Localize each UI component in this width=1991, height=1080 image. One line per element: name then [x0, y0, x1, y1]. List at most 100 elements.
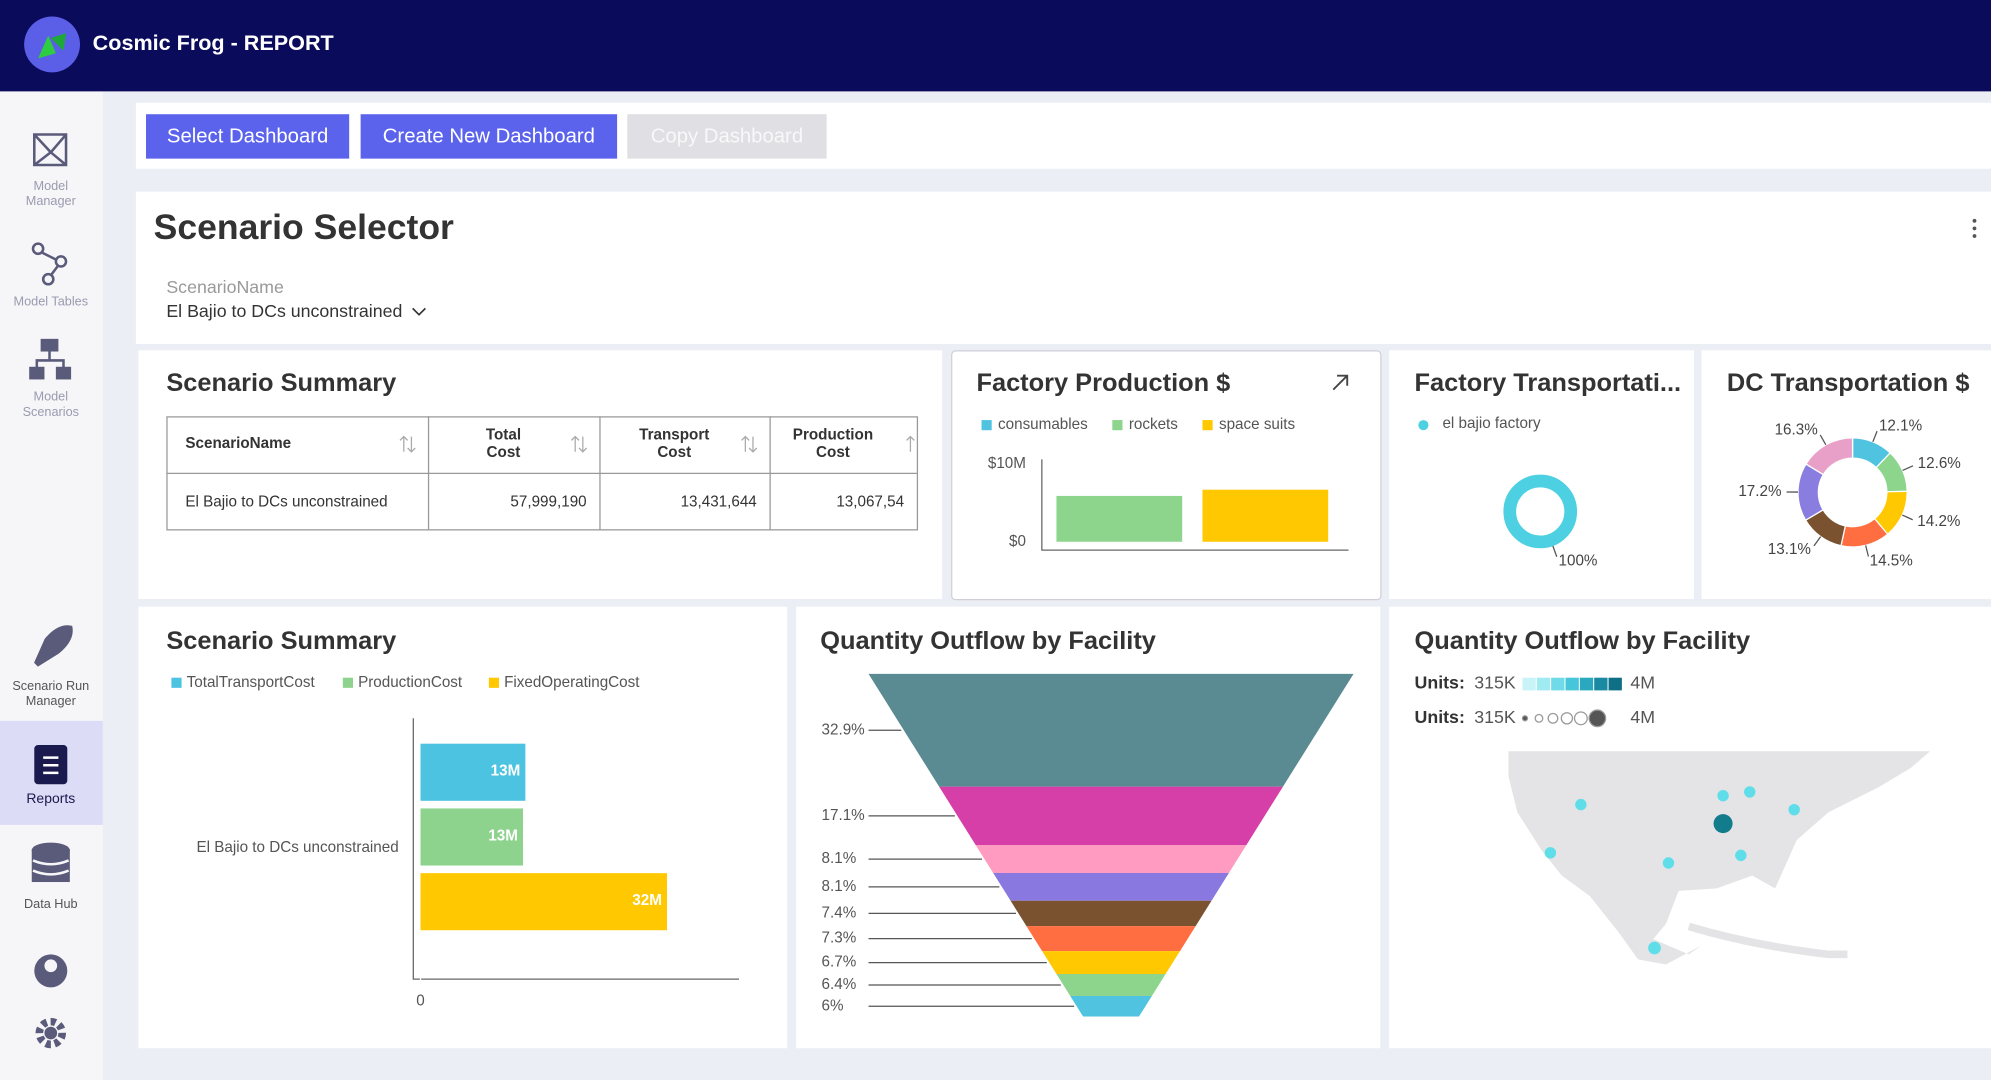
card-title: Scenario Summary	[166, 369, 396, 397]
table-cell: 13,431,644	[681, 494, 758, 511]
button-label: Copy Dashboard	[651, 125, 803, 147]
column-header[interactable]: Cost	[657, 444, 691, 461]
bar	[1056, 495, 1183, 542]
column-header[interactable]: Cost	[487, 444, 521, 461]
map-points	[1544, 786, 1800, 955]
nav-label[interactable]: Model	[34, 390, 69, 404]
y-tick-label: El Bajio to DCs unconstrained	[196, 839, 398, 856]
legend-min: 315K	[1474, 707, 1516, 727]
logo-mark	[50, 32, 67, 51]
data-label: 13M	[488, 827, 518, 844]
leader-line	[1552, 545, 1558, 557]
legend-label: space suits	[1219, 416, 1296, 433]
card	[1701, 350, 1991, 600]
card-title: Factory Production $	[976, 369, 1230, 397]
column-header[interactable]: ScenarioName	[185, 435, 291, 452]
nav-label[interactable]: Model	[34, 179, 69, 193]
legend-swatch	[1565, 677, 1579, 691]
leader-line	[1902, 514, 1913, 521]
data-label: 7.3%	[822, 930, 857, 947]
legend-swatch	[1536, 677, 1551, 691]
data-label: 14.2%	[1917, 513, 1960, 530]
nav-label[interactable]: Manager	[26, 694, 77, 708]
legend-swatch	[1551, 677, 1565, 691]
funnel-segment	[1042, 951, 1180, 975]
data-label: 6.7%	[822, 954, 857, 971]
bar	[420, 743, 526, 801]
data-label: 12.1%	[1879, 417, 1922, 434]
sort-icon[interactable]	[741, 435, 758, 453]
donut-slice	[1805, 437, 1854, 476]
nav-label[interactable]: Model Tables	[14, 294, 89, 308]
leader-line	[1819, 434, 1827, 446]
column-header[interactable]: Total	[486, 426, 521, 443]
button-label[interactable]: Select Dashboard	[167, 125, 328, 147]
legend-label: el bajio factory	[1442, 415, 1541, 432]
legend-swatch	[1522, 677, 1536, 691]
funnel-segment	[868, 673, 1354, 787]
funnel-segment	[1056, 974, 1166, 996]
nav-label[interactable]: Scenario Run	[12, 679, 89, 693]
legend-swatch	[488, 677, 500, 688]
card-title: Factory Transportati...	[1415, 369, 1682, 397]
legend-min: 315K	[1474, 673, 1516, 693]
table-cell: 13,067,54	[836, 494, 904, 511]
dropdown-chevron[interactable]	[412, 307, 426, 316]
legend-swatch	[1547, 712, 1559, 724]
map-islands	[1687, 922, 1848, 959]
leader-line	[1813, 536, 1822, 547]
button[interactable]	[146, 114, 350, 159]
column-header[interactable]: Cost	[816, 444, 850, 461]
app-title: Cosmic Frog - REPORT	[93, 30, 334, 55]
legend-swatch	[1560, 712, 1574, 725]
dropdown[interactable]: El Bajio to DCs unconstrained	[166, 301, 402, 321]
donut-ring	[1503, 474, 1578, 549]
axis	[412, 718, 740, 980]
column-header[interactable]: Production	[793, 426, 873, 443]
data-label: 17.1%	[822, 807, 865, 824]
data-label: 8.1%	[822, 850, 857, 867]
selector-panel	[135, 191, 1991, 344]
button-label[interactable]: Create New Dashboard	[383, 125, 595, 147]
y-tick-label: $10M	[988, 455, 1026, 472]
kebab-menu[interactable]	[1972, 218, 1977, 238]
card-title: Quantity Outflow by Facility	[820, 627, 1156, 655]
header-bar	[0, 0, 1991, 92]
bar	[1202, 489, 1329, 542]
legend-swatch	[171, 677, 182, 688]
legend-title: Units:	[1415, 707, 1465, 727]
table-cell: El Bajio to DCs unconstrained	[185, 494, 387, 511]
sort-icon[interactable]	[399, 435, 416, 453]
legend-swatch	[1521, 715, 1529, 722]
legend-swatch	[342, 677, 353, 688]
nav-label[interactable]: Manager	[26, 194, 77, 208]
button	[627, 114, 827, 159]
sidebar-icons	[29, 133, 73, 1049]
funnel-segment	[993, 872, 1229, 901]
sort-icon[interactable]	[570, 435, 588, 453]
field-label: ScenarioName	[166, 277, 284, 297]
legend-label: TotalTransportCost	[187, 674, 316, 691]
data-label: 8.1%	[822, 878, 857, 895]
button[interactable]	[360, 114, 618, 159]
legend-swatch	[1418, 420, 1429, 431]
data-label: 100%	[1559, 553, 1598, 570]
x-tick-label: 0	[416, 992, 424, 1009]
leader-line	[1872, 430, 1878, 442]
sort-icon[interactable]	[906, 435, 915, 452]
expand-icon[interactable]	[1332, 374, 1349, 391]
map-land	[1508, 751, 1931, 965]
data-label: 7.4%	[822, 904, 857, 921]
panel-title: Scenario Selector	[154, 207, 454, 247]
funnel-segment	[939, 786, 1283, 846]
table-cell: 57,999,190	[510, 494, 586, 511]
bar	[420, 873, 668, 931]
nav-label[interactable]: Reports	[26, 790, 75, 806]
data-label: 13M	[491, 763, 521, 780]
column-header[interactable]: Transport	[639, 426, 709, 443]
nav-label[interactable]: Scenarios	[23, 405, 79, 419]
data-label: 12.6%	[1918, 455, 1961, 472]
nav-label[interactable]: Data Hub	[24, 897, 78, 911]
